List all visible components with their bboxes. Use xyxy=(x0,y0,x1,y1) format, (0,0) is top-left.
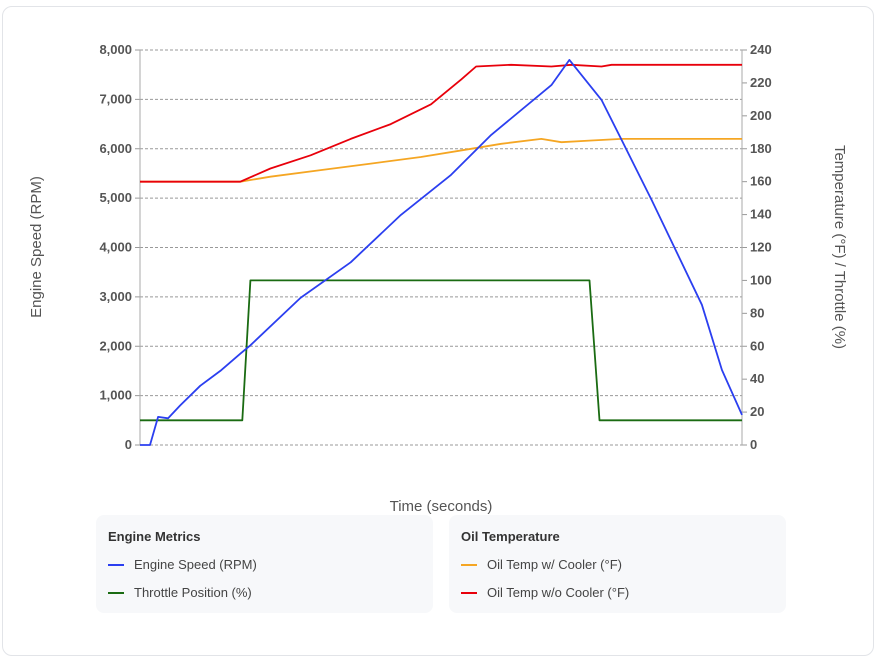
legend-swatch xyxy=(461,591,477,594)
legend-item-oil-with-cooler[interactable]: Oil Temp w/ Cooler (°F) xyxy=(461,557,622,572)
legend-item-throttle[interactable]: Throttle Position (%) xyxy=(108,585,252,600)
y-right-tick-label: 200 xyxy=(750,108,772,123)
y-right-tick-label: 100 xyxy=(750,272,772,287)
legend-title: Oil Temperature xyxy=(461,529,560,544)
y-left-tick-label: 5,000 xyxy=(99,190,132,205)
y-left-tick-label: 1,000 xyxy=(99,388,132,403)
y-axis-right-label: Temperature (°F) / Throttle (%) xyxy=(831,145,848,349)
y-right-tick-label: 140 xyxy=(750,207,772,222)
legend-label: Oil Temp w/ Cooler (°F) xyxy=(487,557,622,572)
series-line-engine-speed-rpm- xyxy=(140,59,743,446)
legend-title: Engine Metrics xyxy=(108,529,201,544)
y-left-tick-label: 6,000 xyxy=(99,141,132,156)
y-left-tick-label: 3,000 xyxy=(99,289,132,304)
y-left-tick-label: 7,000 xyxy=(99,91,132,106)
legend-swatch xyxy=(108,591,124,594)
y-right-tick-label: 180 xyxy=(750,141,772,156)
y-left-tick-label: 0 xyxy=(125,437,132,452)
y-left-tick-label: 8,000 xyxy=(99,42,132,57)
legend-swatch xyxy=(108,563,124,566)
y-left-tick-label: 4,000 xyxy=(99,240,132,255)
legend-item-oil-without-cooler[interactable]: Oil Temp w/o Cooler (°F) xyxy=(461,585,629,600)
legend-label: Engine Speed (RPM) xyxy=(134,557,257,572)
y-right-tick-label: 20 xyxy=(750,404,764,419)
x-axis-label: Time (seconds) xyxy=(390,498,493,515)
y-right-tick-label: 240 xyxy=(750,42,772,57)
series-line-throttle-position- xyxy=(140,279,742,422)
y-right-tick-label: 120 xyxy=(750,240,772,255)
legend-swatch xyxy=(461,563,477,566)
legend-label: Oil Temp w/o Cooler (°F) xyxy=(487,585,630,600)
y-right-tick-label: 60 xyxy=(750,338,764,353)
y-right-tick-label: 40 xyxy=(750,371,764,386)
y-axis-left-label: Engine Speed (RPM) xyxy=(28,176,45,318)
legend-oil-temperature: Oil Temperature Oil Temp w/ Cooler (°F) … xyxy=(449,515,786,613)
y-right-tick-label: 160 xyxy=(750,174,772,189)
y-left-tick-label: 2,000 xyxy=(99,338,132,353)
legend-label: Throttle Position (%) xyxy=(134,585,252,600)
y-right-tick-label: 220 xyxy=(750,75,772,90)
series-line-oil-temp-w-cooler-f- xyxy=(140,137,742,183)
y-right-tick-label: 0 xyxy=(750,437,757,452)
legend-item-engine-speed[interactable]: Engine Speed (RPM) xyxy=(108,557,257,572)
series-line-oil-temp-w-o-cooler-f- xyxy=(140,63,742,183)
legend-engine-metrics: Engine Metrics Engine Speed (RPM) Thrott… xyxy=(96,515,433,613)
y-right-tick-label: 80 xyxy=(750,305,764,320)
